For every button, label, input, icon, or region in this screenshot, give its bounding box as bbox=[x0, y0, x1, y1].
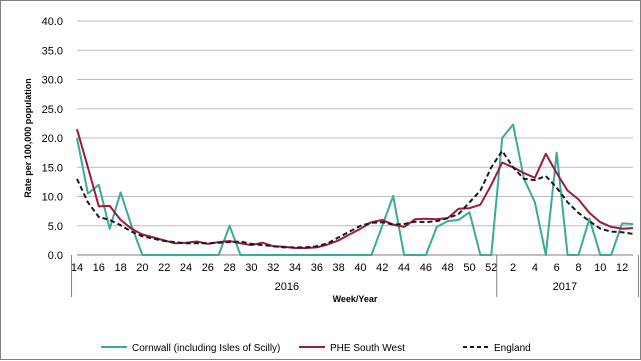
x-axis-title: Week/Year bbox=[333, 294, 378, 304]
x-tick-label: 38 bbox=[333, 262, 345, 274]
y-tick-label: 10.0 bbox=[42, 192, 63, 204]
x-tick-label: 42 bbox=[376, 262, 388, 274]
series-line-cornwall-including-isles-of-scilly bbox=[76, 123, 634, 256]
y-tick-label: 20.0 bbox=[42, 133, 63, 145]
y-tick-label: 35.0 bbox=[42, 45, 63, 57]
x-tick-label: 28 bbox=[224, 262, 236, 274]
x-tick-label: 50 bbox=[463, 262, 475, 274]
x-tick-label: 10 bbox=[594, 262, 606, 274]
year-group-labels: 2016 2017 bbox=[71, 255, 639, 297]
x-tick-label: 52 bbox=[485, 262, 497, 274]
series-lines bbox=[76, 123, 634, 256]
x-tick-label: 6 bbox=[554, 262, 560, 274]
legend: Cornwall (including Isles of Scilly) PHE … bbox=[101, 343, 531, 354]
y-axis-title: Rate per 100,000 population bbox=[23, 78, 33, 198]
x-tick-label: 32 bbox=[267, 262, 279, 274]
series-line-phe-south-west bbox=[76, 128, 634, 249]
y-tick-label: 25.0 bbox=[42, 104, 63, 116]
x-tick-label: 12 bbox=[616, 262, 628, 274]
x-tick-label: 44 bbox=[398, 262, 410, 274]
y-tick-label: 40.0 bbox=[42, 16, 63, 28]
y-tick-label: 30.0 bbox=[42, 75, 63, 87]
legend-label: Cornwall (including Isles of Scilly) bbox=[132, 343, 280, 354]
x-tick-labels: 14 16 18 20 22 24 26 28 30 32 34 36 38 40 42 44 46 48 50 52… bbox=[71, 262, 628, 274]
gridlines bbox=[77, 20, 633, 227]
y-tick-labels: 0.0 5.0 10.0 15.0 20.0 25.0 30.0 35.0 40.0 bbox=[42, 16, 63, 262]
x-tick-label: 46 bbox=[420, 262, 432, 274]
y-tick-label: 0.0 bbox=[48, 250, 63, 262]
x-tick-label: 24 bbox=[180, 262, 192, 274]
x-tick-label: 30 bbox=[245, 262, 257, 274]
year-label-2016: 2016 bbox=[275, 281, 299, 293]
y-tick-label: 5.0 bbox=[48, 221, 63, 233]
x-tick-label: 2 bbox=[510, 262, 516, 274]
x-tick-label: 20 bbox=[136, 262, 148, 274]
x-tick-label: 18 bbox=[114, 262, 126, 274]
x-tick-label: 16 bbox=[93, 262, 105, 274]
x-tick-label: 14 bbox=[71, 262, 83, 274]
year-label-2017: 2017 bbox=[553, 281, 577, 293]
x-tick-label: 8 bbox=[575, 262, 581, 274]
x-tick-label: 22 bbox=[158, 262, 170, 274]
x-tick-label: 36 bbox=[311, 262, 323, 274]
x-tick-label: 26 bbox=[202, 262, 214, 274]
series-line-england bbox=[76, 149, 634, 249]
x-tick-label: 48 bbox=[442, 262, 454, 274]
x-tick-label: 4 bbox=[532, 262, 538, 274]
x-tick-label: 40 bbox=[354, 262, 366, 274]
legend-label: PHE South West bbox=[330, 343, 405, 354]
legend-label: England bbox=[494, 343, 531, 354]
x-tick-label: 34 bbox=[289, 262, 301, 274]
y-tick-label: 15.0 bbox=[42, 162, 63, 174]
